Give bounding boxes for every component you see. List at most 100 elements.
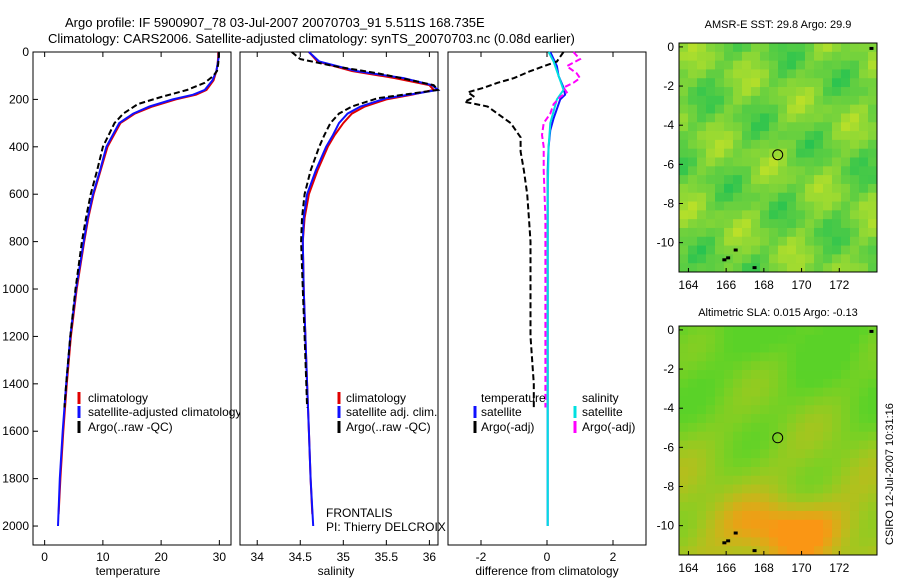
sst_map-cell: [850, 148, 860, 158]
sst_map-cell: [751, 43, 761, 53]
sla_map-cell: [760, 396, 770, 406]
sst_map-cell: [724, 227, 734, 238]
sst_map-cell: [787, 192, 797, 202]
sst_map-cell: [751, 60, 761, 70]
legend-salt-header: salinity: [582, 391, 619, 405]
sst_map-cell: [688, 201, 698, 211]
sst_map-cell: [688, 166, 698, 176]
sst_map-cell: [859, 122, 869, 132]
sla_map-cell: [823, 484, 833, 494]
sla_map-cell: [868, 387, 878, 397]
sst_map-cell: [706, 245, 716, 255]
sst_map-cell: [769, 157, 779, 167]
sst_map-cell: [733, 201, 743, 211]
sst_map-cell: [715, 183, 725, 194]
sla_map-cell: [841, 431, 851, 441]
sla_map-cell: [868, 528, 878, 538]
sla_map-cell: [733, 502, 743, 512]
sst_map-cell: [796, 131, 806, 141]
sst_map-cell: [796, 78, 806, 88]
sst_map-cell: [733, 157, 743, 167]
sst_map-cell: [805, 43, 815, 53]
sst_map-cell: [778, 254, 788, 264]
sst_map-cell: [706, 157, 716, 167]
sla_map-cell: [850, 475, 860, 485]
sla_map-cell: [823, 493, 833, 503]
sst_map-cell: [769, 236, 779, 246]
sst_map-cell: [850, 87, 860, 97]
sla-map-frame: [678, 325, 878, 556]
sst_map-cell: [679, 210, 689, 220]
sla_map-cell: [868, 343, 878, 353]
sla_map-cell: [688, 475, 698, 485]
sst_map-cell: [679, 166, 689, 176]
legend-climatology: climatology: [88, 391, 148, 405]
sla_map-cell: [742, 528, 752, 538]
sla_map-cell: [724, 405, 734, 415]
legend-argo: Argo(..raw -QC): [346, 420, 431, 434]
sla_map-cell: [850, 510, 860, 521]
sst_map-cell: [733, 175, 743, 185]
sla_map-cell: [832, 326, 842, 336]
sst_map-cell: [769, 175, 779, 185]
sla_map-cell: [724, 466, 734, 477]
sst_map-cell: [841, 166, 851, 176]
sla_map-cell: [706, 343, 716, 353]
sla_map-cell: [724, 493, 734, 503]
sla_map-cell: [742, 458, 752, 468]
temperature-xtick-label-1: 10: [96, 550, 110, 564]
sla_map-cell: [760, 537, 770, 547]
sst_map-cell: [679, 157, 689, 167]
sst_map-cell: [688, 148, 698, 158]
sla_map-cell: [697, 343, 707, 353]
sst_map-cell: [697, 210, 707, 220]
sst_map-cell: [850, 131, 860, 141]
sst_map-cell: [841, 95, 851, 106]
sla_map-cell: [787, 378, 797, 389]
sla_map-cell: [859, 466, 869, 477]
sla_map-cell: [733, 378, 743, 389]
sst_map-cell: [814, 43, 824, 53]
sla_map-cell: [850, 440, 860, 450]
sst_map-cell: [796, 51, 806, 62]
temperature-ytick-label-9: 1800: [2, 472, 29, 486]
sst_map-cell: [697, 219, 707, 229]
sst_map-cell: [679, 104, 689, 114]
sla_map-cell: [706, 537, 716, 547]
sst_map-cell: [751, 183, 761, 194]
sla_map-cell: [796, 449, 806, 459]
sla_map-cell: [760, 405, 770, 415]
sla_map-cell: [724, 343, 734, 353]
sst_map-cell: [697, 201, 707, 211]
sla_map-cell: [823, 343, 833, 353]
sst_map-cell: [841, 245, 851, 255]
sst_map-cell: [859, 166, 869, 176]
sla_map-cell: [697, 510, 707, 521]
sst_map-cell: [715, 219, 725, 229]
sst_map-cell: [679, 60, 689, 70]
sla_map-cell: [760, 414, 770, 424]
difference-series-2: [546, 51, 565, 526]
sla_map-cell: [697, 378, 707, 389]
sst_map-cell: [841, 43, 851, 53]
sla_map-cell: [868, 422, 878, 433]
sst_map-cell: [697, 43, 707, 53]
sst_map-cell: [859, 201, 869, 211]
sla_map-cell: [868, 519, 878, 529]
sst_map-cell: [724, 236, 734, 246]
sst_map-cell: [850, 51, 860, 62]
sla_map-xtick-label-2: 168: [754, 561, 774, 575]
sst_map-cell: [706, 43, 716, 53]
salinity-panel: 34 34.5 35 35.5 36 salinity climatology sate…: [239, 51, 446, 578]
sst_map-cell: [841, 78, 851, 88]
temperature-ytick-label-1: 200: [9, 92, 29, 106]
sla_map-cell: [814, 537, 824, 547]
sla_map-cell: [859, 422, 869, 433]
sla_map-cell: [796, 546, 806, 556]
sst_map-cell: [760, 78, 770, 88]
sla_map-cell: [760, 334, 770, 345]
sla_map-cell: [778, 519, 788, 529]
sst_map-cell: [850, 219, 860, 229]
sst_map-cell: [724, 192, 734, 202]
sst_map-cell: [850, 139, 860, 150]
